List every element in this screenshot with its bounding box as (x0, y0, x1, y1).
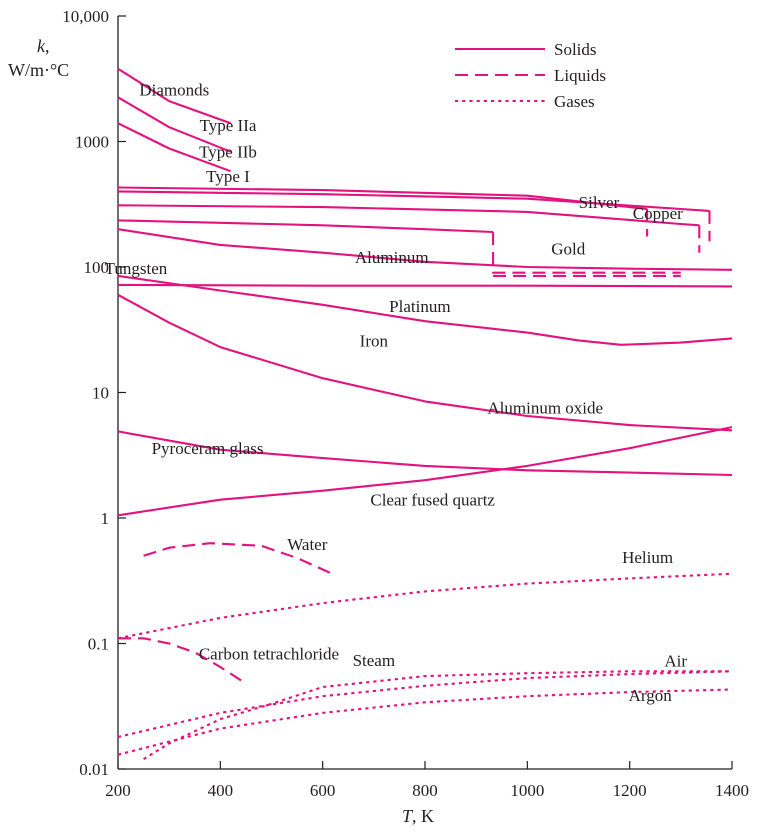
legend-label-solids: Solids (554, 40, 597, 59)
series-line-aluminum-oxide (117, 293, 733, 432)
x-axis-title: T, K (402, 806, 434, 826)
series-line-copper (117, 190, 710, 212)
x-tick-label: 400 (208, 781, 234, 800)
series-label-air: Air (664, 652, 687, 671)
series-line-type-iib (117, 96, 231, 153)
y-tick-label: 0.01 (79, 760, 109, 779)
series-label-carbon-tetrachloride: Carbon tetrachloride (199, 645, 339, 664)
y-ticks: 0.01 0.1 1 10 100 1000 10,000 (62, 7, 126, 779)
y-axis-unit: W/m·°C (8, 60, 69, 80)
series-label-type-iib: Type IIb (199, 143, 257, 162)
legend: Solids Liquids Gases (455, 40, 606, 111)
series-label-gold: Gold (551, 240, 586, 259)
y-tick-label: 10,000 (62, 7, 109, 26)
annotation-labels: Diamonds Type IIa Type IIb Type I Silver Copp… (105, 80, 688, 704)
series-line-carbon-tetrachloride (118, 637, 247, 685)
series-line-water (143, 542, 336, 577)
x-axis-variable: T (402, 806, 414, 826)
x-tick-label: 1000 (510, 781, 544, 800)
series-line-aluminum (117, 219, 494, 234)
series-label-clear-fused-quartz: Clear fused quartz (370, 491, 495, 510)
x-tick-label: 1200 (613, 781, 647, 800)
y-axis-variable: k (37, 36, 46, 56)
series-line-helium (117, 572, 733, 640)
y-axis-title: k, (37, 36, 50, 56)
series-line-type-i (117, 122, 231, 173)
series-label-aluminum: Aluminum (355, 248, 429, 267)
x-tick-label: 600 (310, 781, 336, 800)
y-tick-label: 0.1 (88, 635, 109, 654)
y-tick-label: 100 (84, 258, 110, 277)
series-label-tungsten: Tungsten (105, 259, 168, 278)
series-label-silver: Silver (579, 193, 620, 212)
series-label-diamonds: Diamonds (139, 80, 209, 99)
series-line-type-iia (117, 67, 231, 125)
x-ticks: 200 400 600 800 1000 1200 1400 (105, 761, 749, 800)
series-line-silver (117, 186, 648, 211)
series-line-aluminum-liquid (492, 232, 681, 274)
series-label-iron: Iron (360, 331, 389, 350)
series-lines (117, 67, 733, 760)
x-axis-unit: , K (412, 806, 434, 826)
series-line-argon (117, 688, 733, 756)
y-axis-unit-separator: , (45, 36, 50, 56)
x-tick-label: 200 (105, 781, 131, 800)
series-label-pyroceram-glass: Pyroceram glass (152, 439, 264, 458)
series-line-iron (117, 274, 733, 346)
x-tick-label: 800 (412, 781, 438, 800)
series-line-gold (117, 204, 700, 227)
y-tick-label: 1 (101, 509, 110, 528)
series-line-pyroceram-glass (117, 430, 733, 477)
series-label-water: Water (287, 535, 327, 554)
series-line-platinum (117, 283, 733, 288)
legend-label-liquids: Liquids (554, 66, 606, 85)
series-label-type-i: Type I (206, 167, 250, 186)
series-line-tungsten (117, 228, 733, 271)
series-label-platinum: Platinum (389, 297, 450, 316)
y-tick-label: 1000 (75, 133, 109, 152)
legend-label-gases: Gases (554, 92, 595, 111)
series-label-copper: Copper (633, 204, 683, 223)
series-line-air (117, 670, 733, 739)
series-line-clear-fused-quartz (117, 426, 733, 517)
series-label-type-iia: Type IIa (200, 116, 257, 135)
series-label-steam: Steam (353, 651, 396, 670)
series-label-argon: Argon (629, 686, 673, 705)
series-label-aluminum-oxide: Aluminum oxide (487, 398, 603, 417)
plot-area: 0.01 0.1 1 10 100 1000 10,000 200 400 600 800 1000… (62, 7, 749, 800)
x-tick-label: 1400 (715, 781, 749, 800)
series-label-helium: Helium (622, 548, 673, 567)
y-tick-label: 10 (92, 384, 109, 403)
